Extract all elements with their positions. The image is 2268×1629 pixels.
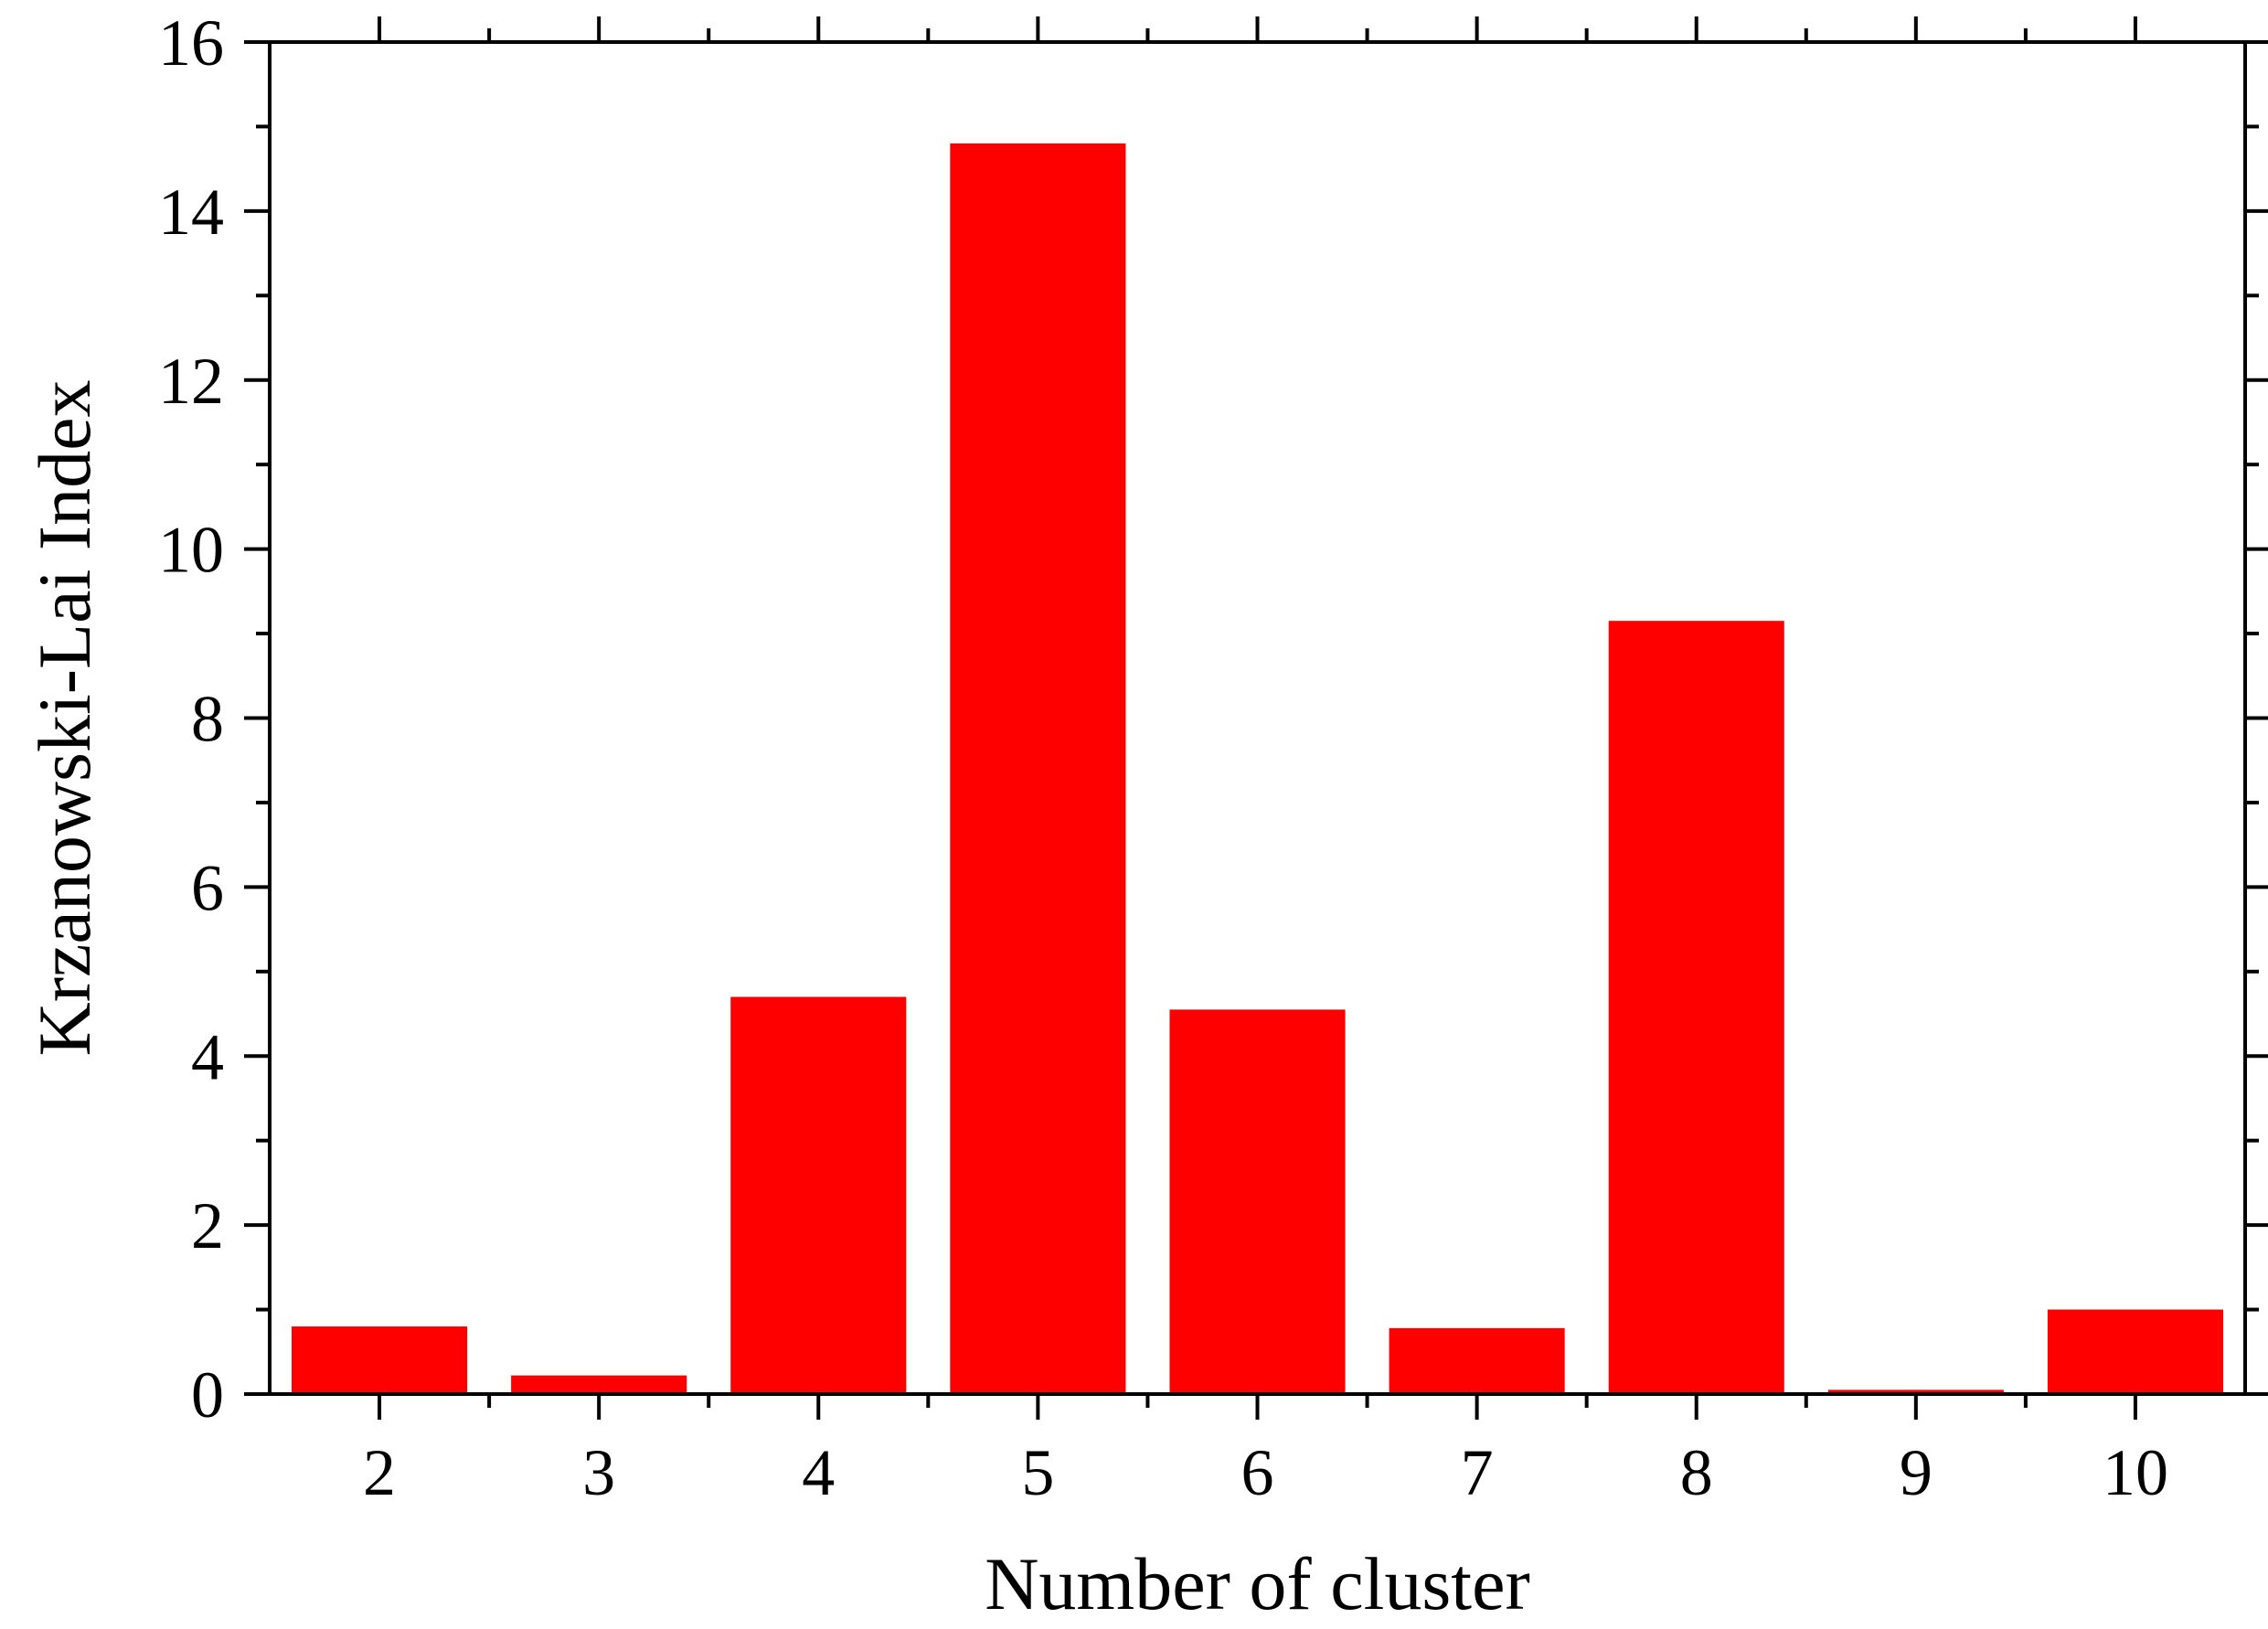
x-axis-title: Number of cluster xyxy=(985,1542,1530,1625)
y-axis-title: Krzanowski-Lai Index xyxy=(23,379,106,1056)
axes-group xyxy=(244,16,2268,1420)
bars-group xyxy=(292,143,2223,1394)
x-tick-label: 4 xyxy=(802,1436,835,1509)
bar-10 xyxy=(2047,1309,2223,1394)
x-tick-label: 8 xyxy=(1680,1436,1713,1509)
y-tick-label: 6 xyxy=(191,851,224,924)
bar-3 xyxy=(511,1375,687,1394)
bar-4 xyxy=(730,996,907,1394)
y-tick-label: 0 xyxy=(191,1358,224,1432)
bar-6 xyxy=(1169,1009,1346,1394)
x-tick-label: 10 xyxy=(2103,1436,2168,1509)
y-tick-label: 4 xyxy=(191,1020,224,1093)
x-tick-label: 9 xyxy=(1900,1436,1933,1509)
x-tick-label: 5 xyxy=(1021,1436,1054,1509)
y-tick-label: 14 xyxy=(158,176,224,249)
x-tick-label: 3 xyxy=(582,1436,615,1509)
bar-7 xyxy=(1389,1327,1565,1394)
y-tick-labels: 0 2 4 6 8 10 12 14 16 xyxy=(158,6,224,1432)
y-tick-label: 16 xyxy=(158,6,224,80)
bar-9 xyxy=(1827,1389,2004,1394)
x-tick-labels: 2 3 4 5 6 7 8 9 10 xyxy=(363,1436,2168,1509)
bar-2 xyxy=(292,1326,468,1394)
x-tick-label: 6 xyxy=(1241,1436,1274,1509)
bar-5 xyxy=(950,143,1126,1394)
y-tick-label: 10 xyxy=(158,514,224,587)
bar-8 xyxy=(1608,621,1784,1394)
x-tick-label: 7 xyxy=(1461,1436,1494,1509)
y-tick-label: 12 xyxy=(158,345,224,418)
x-tick-label: 2 xyxy=(363,1436,396,1509)
y-tick-label: 2 xyxy=(191,1189,224,1262)
y-tick-label: 8 xyxy=(191,683,224,756)
